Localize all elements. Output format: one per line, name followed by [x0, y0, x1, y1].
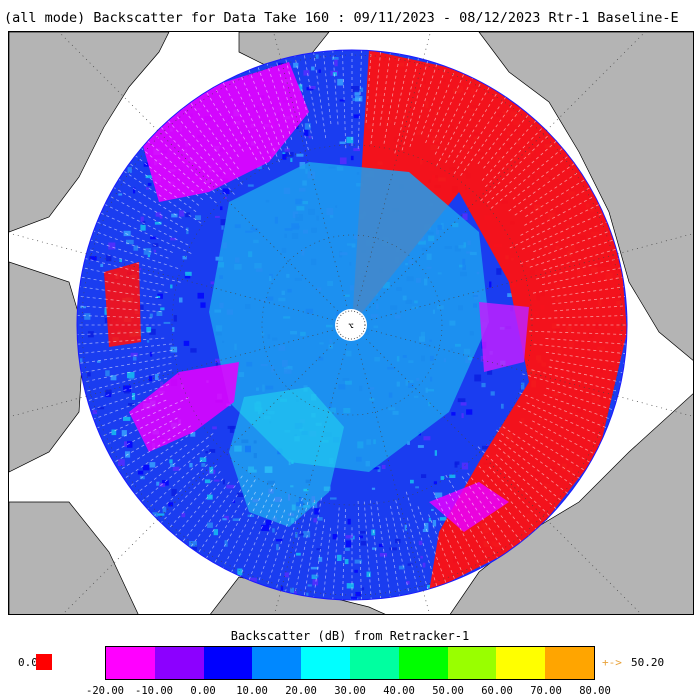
map-title: (all mode) Backscatter for Data Take 160… [4, 10, 679, 26]
colorbar-tick-label: 0.00 [190, 685, 216, 697]
colorbar-tick-label: 20.00 [285, 685, 317, 697]
colorbar-tick-label: 30.00 [334, 685, 366, 697]
over-range-value: 50.20 [631, 656, 665, 669]
colorbar-tick-label: -20.00 [86, 685, 124, 697]
meridian-line [62, 338, 339, 614]
coverage-outline [76, 49, 628, 601]
colorbar-segment [447, 647, 497, 679]
meridian-line [273, 32, 348, 306]
pole-hole [335, 309, 367, 341]
colorbar-tick-label: 80.00 [579, 685, 611, 697]
meridian-line [356, 344, 430, 614]
land-alaska [9, 32, 170, 233]
land-canada-east [9, 261, 85, 473]
radial-stripes [77, 50, 627, 600]
meridian-line [274, 344, 348, 614]
region-magenta-siberia [479, 302, 529, 372]
colorbar-segment [252, 647, 302, 679]
meridian-line [365, 338, 642, 614]
region-magenta-greenland-rim [129, 362, 239, 452]
land-scandinavia-russia [478, 32, 693, 361]
over-range-arrow: +-> [602, 656, 622, 669]
colorbar-tick-label: 40.00 [383, 685, 415, 697]
latitude-circle [81, 54, 623, 596]
meridian-line [371, 329, 693, 417]
zero-value-label: 0.0 [18, 656, 38, 669]
pole-ring [336, 310, 366, 340]
land-masses [9, 32, 693, 614]
polar-map: ⌥ [9, 32, 693, 614]
region-red-west-patch [104, 262, 141, 347]
region-cyan-greenland [229, 387, 344, 527]
meridian-line [58, 32, 339, 312]
colorbar-segment [154, 647, 204, 679]
meridian-line [365, 32, 646, 312]
colorbar-tick-label: 60.00 [481, 685, 513, 697]
region-magenta-southeast [429, 482, 509, 532]
meridian-line [356, 32, 431, 306]
colorbar-segment [349, 647, 399, 679]
land-southwest [9, 501, 139, 614]
colorbar-tick-label: -10.00 [135, 685, 173, 697]
pole-marker: ⌥ [348, 322, 353, 332]
meridian-line [9, 329, 333, 418]
colorbar-tick-label: 10.00 [236, 685, 268, 697]
map-panel: ⌥ [8, 31, 694, 615]
colorbar [105, 646, 595, 680]
meridian-line [9, 232, 333, 321]
colorbar-segment [398, 647, 448, 679]
colorbar-tick-label: 70.00 [530, 685, 562, 697]
colorbar-segment [106, 647, 155, 679]
colorbar-segment [545, 647, 594, 679]
latitude-circle [261, 234, 443, 416]
colorbar-tick-label: 50.00 [432, 685, 464, 697]
latitude-circle [171, 144, 533, 506]
region-magenta-north [139, 62, 309, 202]
legend-title: Backscatter (dB) from Retracker-1 [230, 629, 470, 643]
zero-value-swatch [36, 654, 52, 670]
colorbar-segment [203, 647, 253, 679]
graticule-lines [9, 32, 693, 614]
meridian-line [371, 233, 693, 321]
colorbar-segment [496, 647, 546, 679]
colorbar-segment [301, 647, 350, 679]
